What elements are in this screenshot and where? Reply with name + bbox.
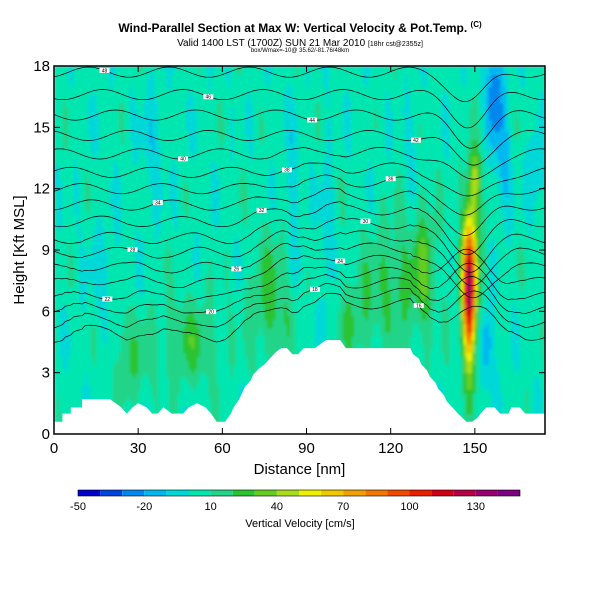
cross-section-chart: 4846444240383634323028262422201816 0 30 60… [0,0,600,600]
